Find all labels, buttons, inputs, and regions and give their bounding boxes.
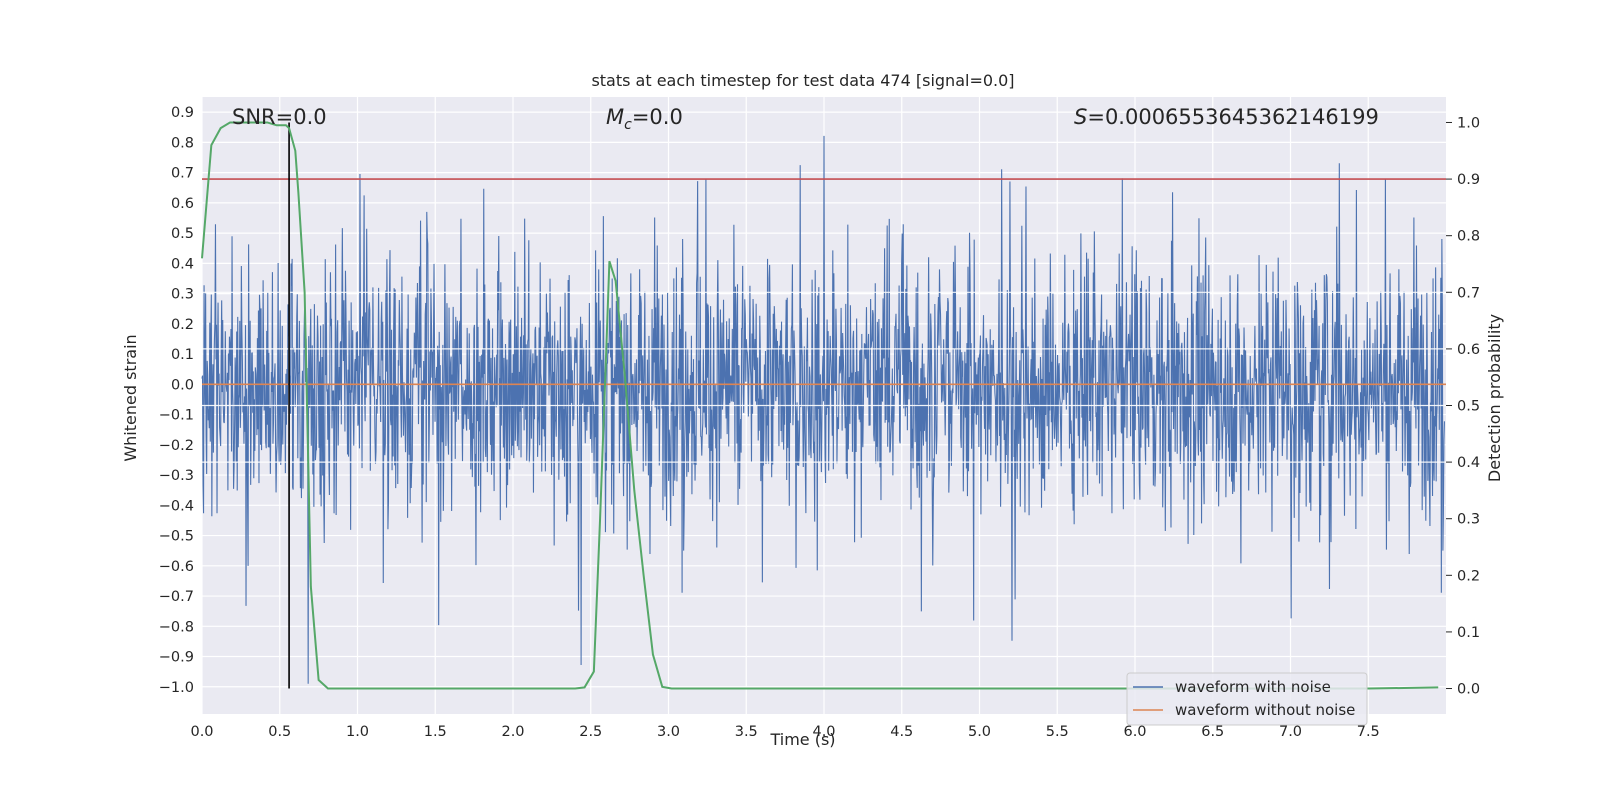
y-tick-label: 0.8 xyxy=(171,135,194,151)
series-waveform-with-noise xyxy=(201,135,1445,684)
x-tick-label: 1.0 xyxy=(346,724,369,740)
legend-label-noise: waveform with noise xyxy=(1175,678,1331,696)
x-tick-label: 4.0 xyxy=(812,724,835,740)
y-axis-right: 1.0 0.9 0.8 0.7 0.6 0.5 0.4 0.3 0.2 0.1 0.0 xyxy=(1446,115,1480,698)
legend-label-clean: waveform without noise xyxy=(1175,701,1355,719)
y2-tick-label: 0.1 xyxy=(1457,625,1480,641)
x-tick-label: 0.5 xyxy=(268,724,291,740)
score-value: =0.0006553645362146199 xyxy=(1087,105,1379,129)
x-tick-label: 7.5 xyxy=(1357,724,1380,740)
y-axis-left: 0.9 0.8 0.7 0.6 0.5 0.4 0.3 0.2 0.1 0.0 −0.1 −0.2 −0… xyxy=(159,105,194,696)
y2-tick-label: 0.7 xyxy=(1457,285,1480,301)
x-tick-label: 3.5 xyxy=(735,724,758,740)
x-tick-label: 2.0 xyxy=(501,724,524,740)
y-tick-label: 0.1 xyxy=(171,347,194,363)
x-tick-label: 5.5 xyxy=(1046,724,1069,740)
x-tick-label: 0.0 xyxy=(190,724,213,740)
chirp-mass-subscript: c xyxy=(624,117,632,133)
y-tick-label: −0.6 xyxy=(159,559,194,575)
y-tick-label: 0.7 xyxy=(171,166,194,182)
x-tick-label: 3.0 xyxy=(657,724,680,740)
y-tick-label: −0.1 xyxy=(159,408,194,424)
x-tick-label: 4.5 xyxy=(890,724,913,740)
y-tick-label: 0.5 xyxy=(171,226,194,242)
chirp-mass-symbol: M xyxy=(606,105,624,129)
x-tick-label: 5.0 xyxy=(968,724,991,740)
overlay-lines xyxy=(201,121,1446,690)
snr-annotation: SNR=0.0 xyxy=(232,105,327,129)
y2-axis-label: Detection probability xyxy=(1485,314,1504,482)
y-tick-label: 0.0 xyxy=(171,377,194,393)
x-tick-label: 6.0 xyxy=(1123,724,1146,740)
y-tick-label: 0.2 xyxy=(171,317,194,333)
y2-tick-label: 0.3 xyxy=(1457,512,1480,528)
y2-tick-label: 0.2 xyxy=(1457,568,1480,584)
x-tick-label: 7.0 xyxy=(1279,724,1302,740)
y-tick-label: −0.2 xyxy=(159,438,194,454)
y-tick-label: 0.6 xyxy=(171,196,194,212)
detection-probability-line xyxy=(201,121,1439,690)
y-tick-label: −0.5 xyxy=(159,529,194,545)
y-tick-label: −0.4 xyxy=(159,498,194,514)
y2-tick-label: 0.6 xyxy=(1457,342,1480,358)
score-annotation: S=0.0006553645362146199 xyxy=(1074,105,1379,129)
y2-tick-label: 0.8 xyxy=(1457,229,1480,245)
legend: waveform with noise waveform without noi… xyxy=(1126,672,1368,726)
y2-tick-label: 1.0 xyxy=(1457,115,1480,131)
y2-tick-label: 0.4 xyxy=(1457,455,1480,471)
legend-box xyxy=(1126,672,1368,726)
y-tick-label: −0.8 xyxy=(159,619,194,635)
x-tick-label: 6.5 xyxy=(1201,724,1224,740)
x-tick-label: 1.5 xyxy=(424,724,447,740)
y2-tick-label: 0.5 xyxy=(1457,399,1480,415)
x-axis: 0.0 0.5 1.0 1.5 2.0 2.5 3.0 3.5 4.0 4.5 5.0 5.5 6.0 6… xyxy=(190,724,1379,740)
y-tick-label: 0.3 xyxy=(171,287,194,303)
y-tick-label: −0.3 xyxy=(159,468,194,484)
y-tick-label: 0.4 xyxy=(171,256,194,272)
y-tick-label: −0.9 xyxy=(159,650,194,666)
chirp-mass-value: =0.0 xyxy=(632,105,683,129)
y-tick-label: −0.7 xyxy=(159,589,194,605)
chirp-mass-annotation: Mc=0.0 xyxy=(606,105,683,133)
score-symbol: S xyxy=(1074,105,1087,129)
y2-tick-label: 0.9 xyxy=(1457,172,1480,188)
series-line-noise xyxy=(201,135,1445,684)
chart-title: stats at each timestep for test data 474… xyxy=(591,71,1014,90)
y-tick-label: −1.0 xyxy=(159,680,194,696)
x-tick-label: 2.5 xyxy=(579,724,602,740)
y-tick-label: 0.9 xyxy=(171,105,194,121)
x-axis-label: Time (s) xyxy=(769,730,835,749)
y2-tick-label: 0.0 xyxy=(1457,682,1480,698)
y-axis-label: Whitened strain xyxy=(121,334,140,461)
